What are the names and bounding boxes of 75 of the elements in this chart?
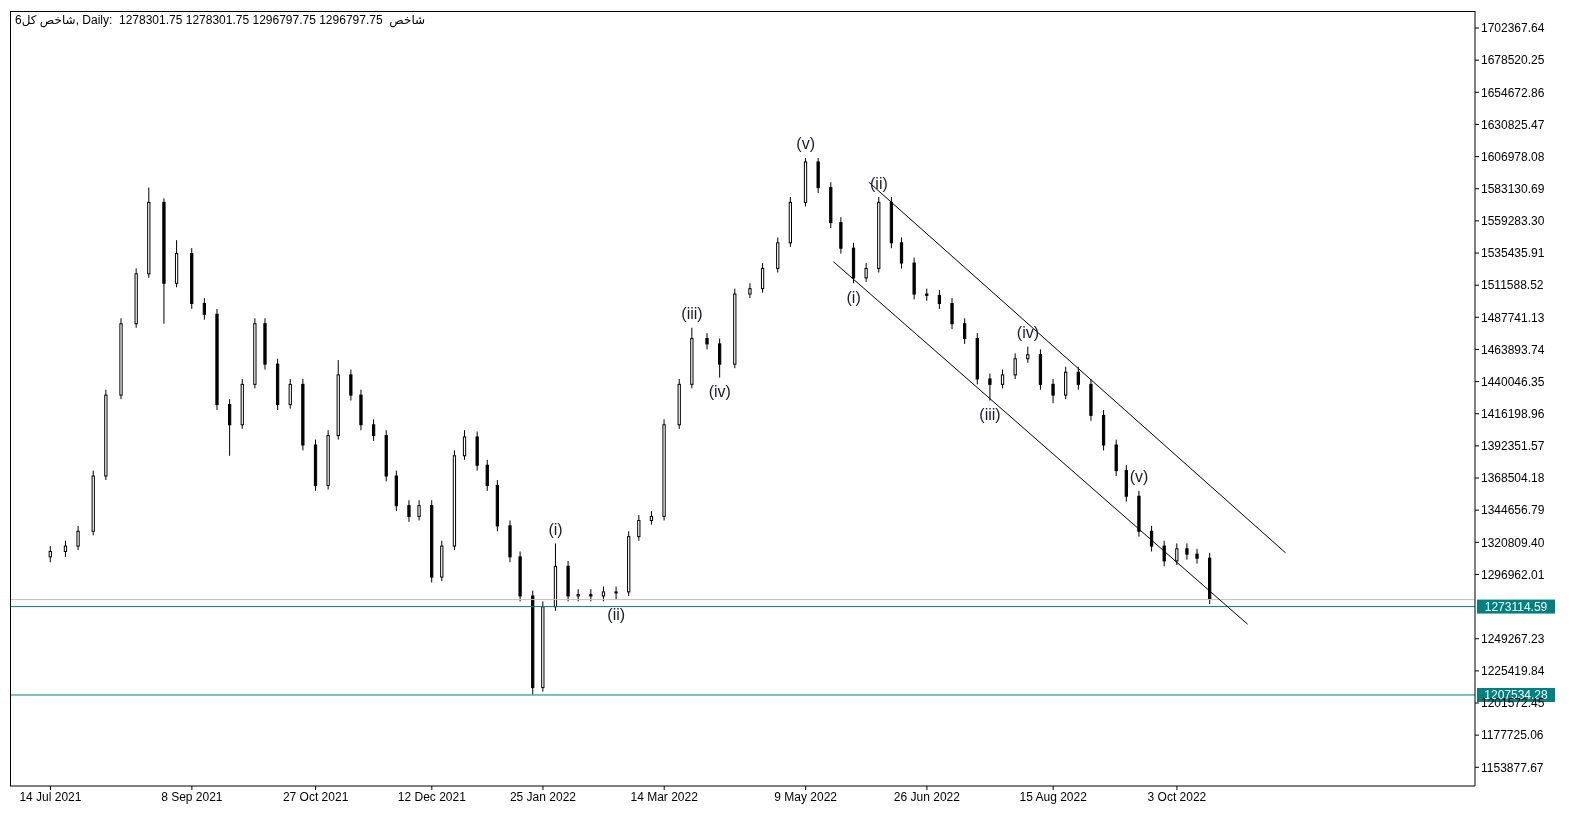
y-tick-label: 1225419.84	[1481, 664, 1545, 679]
x-tick-label: 26 Jun 2022	[893, 789, 961, 804]
candlestick	[614, 586, 618, 601]
x-tick-label: 14 Jul 2021	[19, 789, 82, 804]
candlestick	[1000, 369, 1005, 389]
candlestick	[76, 525, 80, 551]
x-tick-label: 27 Oct 2021	[282, 789, 349, 804]
annotation: (iii)	[979, 406, 1001, 424]
candlestick	[950, 297, 954, 330]
x-tick-label: 25 Jan 2022	[509, 789, 577, 804]
candlestick	[1076, 366, 1080, 391]
candlestick	[407, 499, 411, 523]
candlestick	[718, 338, 722, 379]
candlestick	[1051, 378, 1055, 404]
annotation: (iii)	[681, 305, 703, 323]
candlestick	[288, 378, 292, 410]
candlestick	[937, 289, 942, 310]
y-tick-label: 1177725.06	[1481, 728, 1544, 743]
annotation: (ii)	[870, 174, 888, 192]
y-tick-label: 1153877.67	[1481, 760, 1544, 775]
candlestick	[1175, 542, 1179, 566]
candlestick	[417, 499, 421, 521]
y-tick-label: 1368504.18	[1481, 471, 1545, 486]
candlestick	[1195, 548, 1199, 565]
y-tick-label: 1392351.57	[1481, 439, 1545, 454]
candlestick	[202, 297, 206, 321]
y-tick-label: 1344656.79	[1481, 503, 1545, 518]
candlestick	[637, 514, 641, 542]
annotation: (i)	[548, 520, 563, 538]
candlestick	[899, 236, 904, 269]
candlestick	[485, 459, 489, 492]
y-tick-label: 1606978.08	[1481, 149, 1545, 164]
candlestick	[349, 369, 353, 402]
annotation: (ii)	[607, 605, 626, 623]
y-tick-label: 1559283.30	[1481, 214, 1545, 229]
candlestick	[1064, 366, 1068, 400]
y-tick-label: 1487741.13	[1481, 310, 1545, 325]
y-tick-label: 1440046.35	[1481, 374, 1545, 389]
candlestick	[963, 317, 967, 345]
y-tick-label: 1583130.69	[1481, 182, 1545, 196]
annotation: (iv)	[708, 383, 731, 401]
y-tick-label: 1249267.23	[1481, 631, 1545, 646]
candlestick	[988, 373, 992, 402]
candlestick	[371, 418, 376, 442]
y-tick-label: 1296962.01	[1481, 567, 1545, 582]
x-tick-label: 12 Dec 2021	[397, 789, 467, 804]
annotation: (i)	[846, 288, 861, 306]
y-tick-label: 1678520.25	[1481, 53, 1545, 68]
candlestick	[864, 262, 868, 283]
y-tick-label: 1535435.91	[1481, 246, 1545, 261]
x-tick-label: 15 Aug 2022	[1019, 789, 1088, 804]
y-tick-label: 1702367.64	[1481, 21, 1545, 36]
candlestick	[1162, 540, 1166, 567]
annotation: (iv)	[1016, 324, 1040, 342]
y-tick-label: 1416198.96	[1481, 406, 1545, 421]
candlestick	[227, 398, 232, 457]
y-tick-label: 1511588.52	[1481, 278, 1544, 293]
candlestick	[462, 429, 467, 461]
candlestick	[705, 332, 709, 350]
y-tick-label: 1463893.74	[1481, 342, 1545, 357]
candlestick	[1013, 352, 1017, 380]
x-tick-label: 8 Sep 2021	[161, 789, 223, 804]
ref-line-label: 1273114.59	[1484, 599, 1548, 614]
annotation: (v)	[1129, 468, 1149, 486]
annotation: (v)	[796, 135, 815, 153]
y-tick-label: 1654672.86	[1481, 85, 1545, 100]
x-tick-label: 9 May 2022	[774, 789, 838, 804]
chart-title: شاخص کل6, Daily: 1278301.75 1278301.75 1296797.75 1296797.75 شاخص	[15, 13, 426, 27]
x-tick-label: 14 Mar 2022	[630, 789, 699, 804]
y-tick-label: 1630825.47	[1481, 117, 1545, 132]
x-tick-label: 3 Oct 2022	[1147, 789, 1207, 804]
candlestick	[748, 282, 752, 299]
candlestick	[1185, 542, 1189, 561]
candlestick	[760, 262, 765, 294]
y-tick-label: 1320809.40	[1481, 535, 1545, 550]
